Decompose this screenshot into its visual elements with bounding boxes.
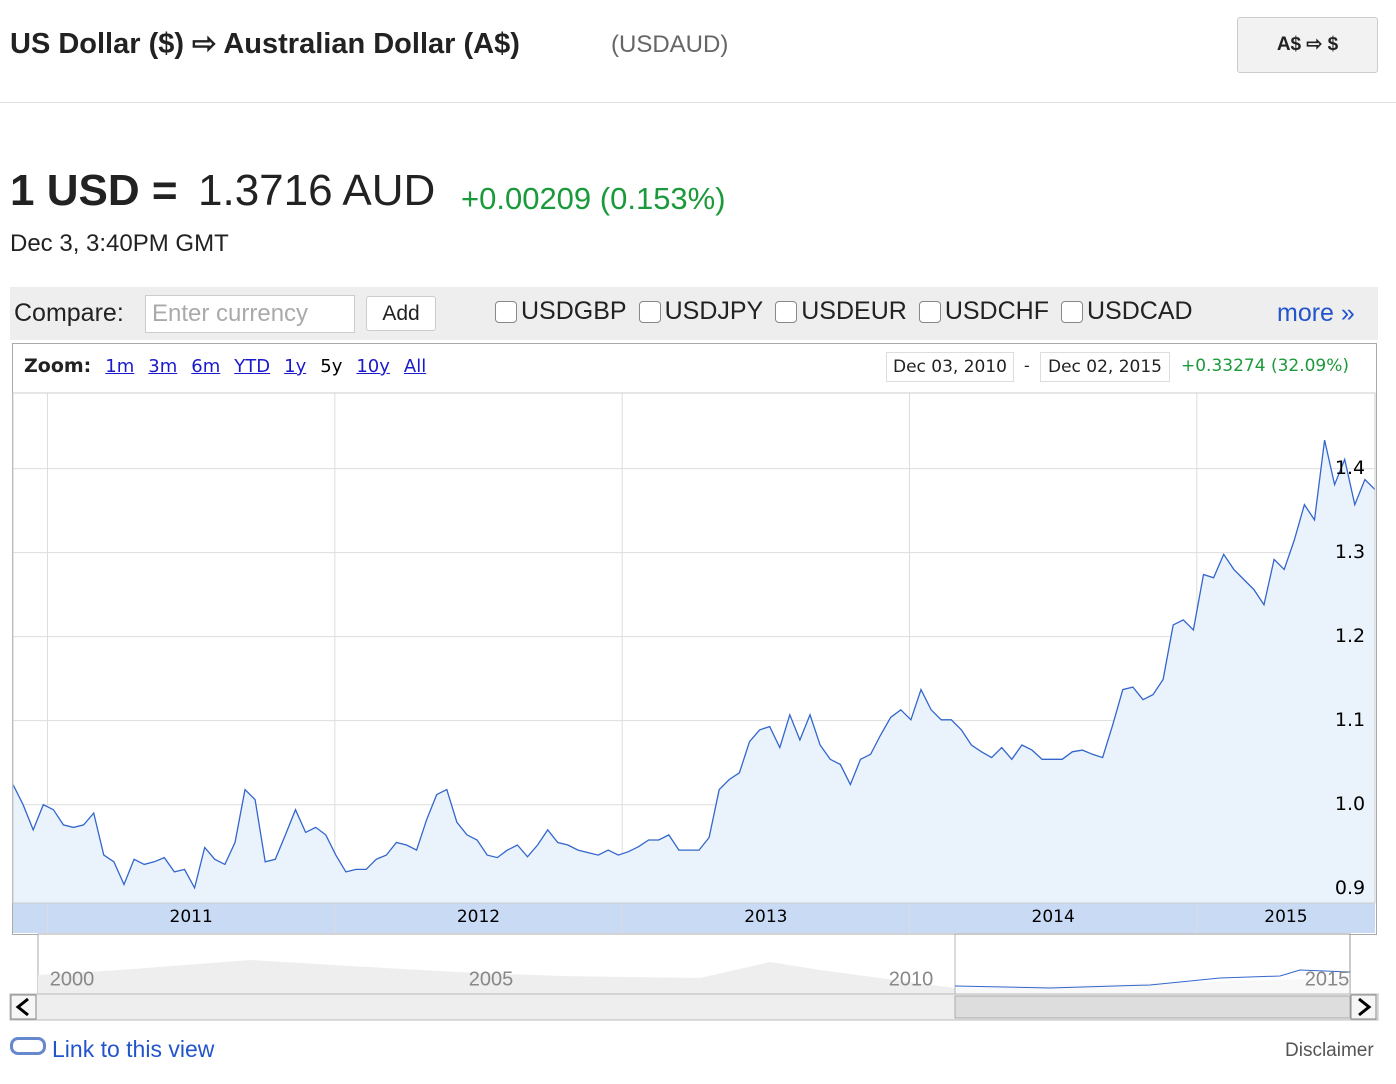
- zoom-option[interactable]: All: [403, 356, 427, 377]
- link-text: Link to this view: [52, 1036, 215, 1062]
- quote-rate: 1.3716 AUD: [198, 166, 436, 215]
- compare-option[interactable]: USDJPY: [638, 297, 764, 325]
- range-start[interactable]: Dec 03, 2010: [886, 352, 1014, 382]
- zoom-label: Zoom:: [24, 355, 92, 377]
- zoom-option[interactable]: 10y: [356, 356, 390, 377]
- quote-time: Dec 3, 3:40PM GMT: [10, 230, 229, 257]
- more-link[interactable]: more »: [1277, 299, 1355, 327]
- x-tick-label: 2015: [1264, 907, 1307, 927]
- option-label: USDCHF: [944, 297, 1049, 325]
- right-arrow: [1358, 997, 1372, 1017]
- disclaimer[interactable]: Disclaimer: [1285, 1040, 1374, 1061]
- zoom-option[interactable]: YTD: [234, 356, 271, 377]
- range-dash: -: [1024, 356, 1030, 375]
- checkbox[interactable]: [495, 301, 517, 323]
- navigator-area: [38, 960, 1350, 994]
- area: [13, 440, 1375, 903]
- compare-option[interactable]: USDCAD: [1060, 297, 1193, 325]
- link-icon: [10, 1037, 46, 1055]
- zoom-option[interactable]: 3m: [148, 356, 178, 377]
- checkbox[interactable]: [775, 301, 798, 323]
- checkbox[interactable]: [1060, 301, 1083, 323]
- y-tick-label: 1.3: [1335, 541, 1365, 563]
- x-tick-label: 2014: [1032, 907, 1075, 927]
- title: US Dollar ($) ⇨ Australian Dollar (A$): [10, 28, 520, 60]
- checkbox[interactable]: [918, 301, 941, 323]
- y-tick-label: 1.1: [1335, 709, 1365, 731]
- navigator-label: 2015: [1305, 968, 1350, 990]
- zoom-option[interactable]: 6m: [191, 356, 221, 377]
- currency-input[interactable]: Enter currency: [145, 295, 355, 333]
- scroll-thumb[interactable]: [954, 995, 1351, 1019]
- x-axis-band: [13, 903, 1375, 933]
- compare-options: USDGBP USDJPY USDEUR USDCHF USDCAD: [495, 297, 1205, 326]
- y-tick-label: 0.9: [1335, 877, 1365, 899]
- navigator-label: 2010: [889, 968, 934, 990]
- y-tick-label: 1.4: [1335, 457, 1365, 479]
- y-tick-label: 1.0: [1335, 793, 1365, 815]
- navigator-label: 2005: [469, 968, 514, 990]
- quote-base: 1 USD =: [10, 166, 178, 215]
- compare-option[interactable]: USDEUR: [775, 297, 907, 325]
- y-tick-label: 1.2: [1335, 625, 1365, 647]
- x-tick-label: 2011: [170, 907, 213, 927]
- zoom-option[interactable]: 5y: [320, 356, 343, 377]
- symbol: (USDAUD): [611, 31, 729, 58]
- scroll-left[interactable]: [10, 994, 37, 1020]
- compare-label: Compare:: [14, 299, 124, 327]
- scroll-right[interactable]: [1350, 994, 1377, 1020]
- add-button[interactable]: Add: [366, 296, 436, 331]
- navigator-label: 2000: [50, 968, 95, 990]
- zoom-bar: Zoom: 1m 3m 6m YTD 1y 5y 10y All: [24, 355, 440, 377]
- x-tick-label: 2012: [457, 907, 500, 927]
- quote-change: +0.00209 (0.153%): [461, 181, 726, 216]
- option-label: USDEUR: [801, 297, 907, 325]
- option-label: USDGBP: [521, 297, 627, 325]
- option-label: USDCAD: [1086, 297, 1193, 325]
- plot: 0.9 1.0 1.1 1.2 1.3 1.4 2011 2012 2013 2014 2015: [12, 392, 1376, 933]
- divider: [0, 102, 1396, 103]
- swap-button[interactable]: A$ ⇨ $: [1237, 17, 1378, 73]
- line: [12, 439, 1376, 890]
- zoom-option[interactable]: 1m: [105, 356, 135, 377]
- checkbox[interactable]: [638, 301, 661, 323]
- link-view[interactable]: Link to this view: [10, 1036, 214, 1063]
- compare-option[interactable]: USDCHF: [918, 297, 1049, 325]
- range-change: +0.33274 (32.09%): [1181, 356, 1350, 376]
- x-tick-label: 2013: [744, 907, 787, 927]
- range-end[interactable]: Dec 02, 2015: [1040, 352, 1170, 382]
- left-arrow: [15, 997, 29, 1017]
- option-label: USDJPY: [664, 297, 764, 325]
- plot-border: [12, 392, 1376, 904]
- navigator-line: [954, 969, 1351, 989]
- zoom-option[interactable]: 1y: [284, 356, 307, 377]
- compare-option[interactable]: USDGBP: [495, 297, 627, 325]
